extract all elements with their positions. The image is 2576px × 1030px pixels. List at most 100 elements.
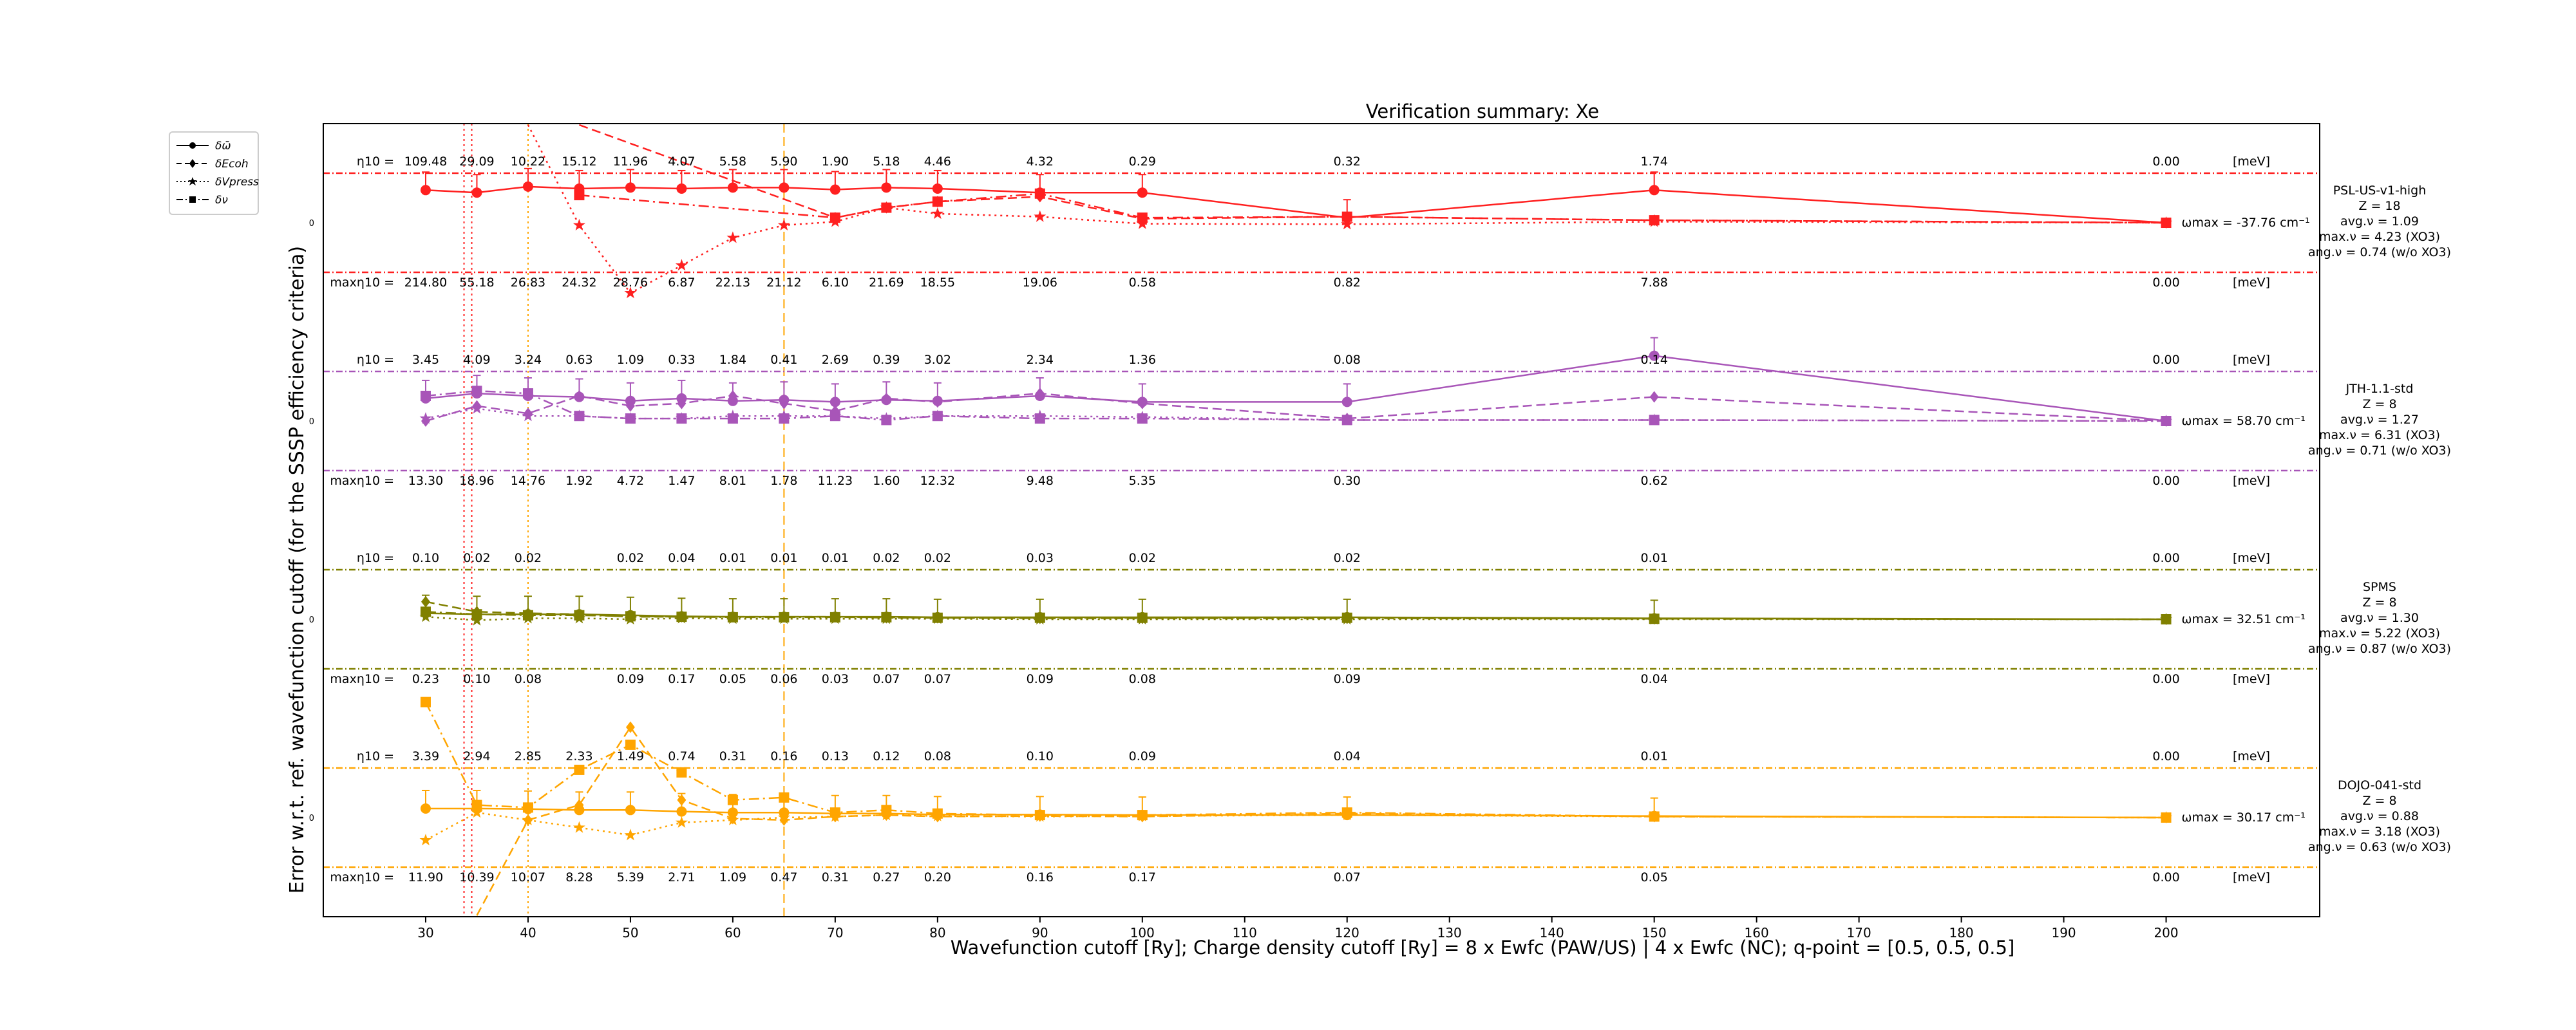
data-point — [829, 612, 840, 623]
unit-label: [meV] — [2233, 870, 2270, 885]
legend-label-ecoh: δEcoh — [215, 158, 249, 171]
max-eta-label: 21.69 — [869, 276, 904, 290]
eta-label: 3.24 — [515, 353, 542, 367]
data-point — [677, 794, 687, 806]
row-summary-ang: ang.ν = 0.87 (w/o XO3) — [2307, 642, 2452, 656]
row-jth-1.1-std: 0 η10 = 3.45 4.09 3.24 0.63 1.09 0.33 1.84 0.41 2.… — [309, 337, 2320, 488]
max-eta-label: 4.72 — [617, 474, 644, 488]
eta-label: 0.02 — [924, 551, 951, 565]
unit-label: [meV] — [2233, 276, 2270, 290]
data-point — [1341, 211, 1352, 222]
data-point — [625, 805, 636, 816]
data-point — [420, 697, 431, 707]
max-eta-label: 0.07 — [873, 672, 900, 686]
series-3 — [574, 188, 2172, 228]
data-point — [1137, 212, 1148, 223]
data-point — [779, 182, 790, 193]
series-line — [424, 702, 2166, 819]
data-point — [1341, 807, 1352, 818]
max-eta-label: 0.16 — [1027, 870, 1054, 885]
data-point — [419, 834, 432, 846]
data-point — [1649, 415, 1660, 426]
max-eta-label: 0.82 — [1334, 276, 1361, 290]
series-line — [425, 389, 2166, 422]
unit-label: [meV] — [2233, 154, 2270, 169]
legend-item-vpress: δVpress — [175, 174, 259, 189]
data-point — [1137, 413, 1148, 424]
data-point — [471, 609, 482, 620]
max-eta-label: 10.07 — [511, 870, 545, 885]
data-point — [574, 190, 585, 201]
series-line — [425, 615, 2166, 621]
eta-label: 2.34 — [1027, 353, 1054, 367]
series-1 — [579, 124, 2171, 229]
eta-label: 0.14 — [1641, 353, 1668, 367]
max-eta-label: 55.18 — [459, 276, 494, 290]
series-0 — [420, 789, 2172, 823]
max-eta-label: 21.12 — [766, 276, 801, 290]
eta-label: 2.85 — [515, 749, 542, 763]
row-summary-max: max.ν = 6.31 (XO3) — [2318, 428, 2441, 442]
data-point — [574, 610, 585, 621]
eta-label: 0.12 — [873, 749, 900, 763]
data-point — [829, 397, 840, 407]
max-eta-label: 0.10 — [463, 672, 490, 686]
row-dojo-041-std: 0 η10 = 3.39 2.94 2.85 2.33 1.49 0.74 0.31 0.16 0.… — [309, 697, 2320, 916]
unit-label: [meV] — [2233, 672, 2270, 686]
data-point — [931, 207, 944, 220]
eta-label: 4.09 — [463, 353, 490, 367]
eta-label: 11.96 — [613, 154, 648, 169]
x-tick-label: 160 — [1745, 925, 1769, 941]
data-point — [471, 806, 483, 818]
row-summary-z: Z = 8 — [2362, 595, 2397, 610]
max-eta-label: 0.00 — [2152, 474, 2179, 488]
eta-label: 10.22 — [511, 154, 545, 169]
data-point — [779, 612, 790, 623]
data-point — [727, 413, 738, 424]
max-eta-label: 0.62 — [1641, 474, 1668, 488]
x-tick-label: 200 — [2154, 925, 2178, 941]
data-point — [1649, 215, 1660, 226]
y-axis-label: Error w.r.t. ref. wavefunction cutoff (f… — [286, 246, 308, 894]
eta-label: 1.90 — [822, 154, 849, 169]
max-eta-label: 6.10 — [822, 276, 849, 290]
omega-max-label: ωmax = 32.51 cm⁻¹ — [2182, 612, 2306, 626]
row-summary-ang: ang.ν = 0.74 (w/o XO3) — [2307, 245, 2452, 259]
row-summary-name: SPMS — [2363, 580, 2396, 594]
max-eta-label: 19.06 — [1023, 276, 1057, 290]
legend-item-omega: δω̄ — [175, 138, 255, 153]
y-tick-label: 0 — [309, 615, 314, 625]
eta-label: 3.02 — [924, 353, 951, 367]
series-line — [425, 355, 2166, 422]
max-eta-label: 24.32 — [562, 276, 596, 290]
data-point — [574, 411, 585, 422]
max-eta-label: 0.09 — [617, 672, 644, 686]
max-eta-label: 0.23 — [412, 672, 439, 686]
data-point — [726, 813, 739, 825]
max-eta-label: 0.08 — [1129, 672, 1156, 686]
data-point — [676, 806, 687, 817]
x-tick-label: 120 — [1335, 925, 1359, 941]
max-eta-label: 1.78 — [770, 474, 797, 488]
max-eta-label: 0.00 — [2152, 672, 2179, 686]
eta-label: 0.04 — [1334, 749, 1361, 763]
data-point — [471, 187, 482, 198]
max-eta-label: 1.47 — [668, 474, 695, 488]
data-point — [471, 613, 483, 626]
eta-label: 1.84 — [719, 353, 746, 367]
eta-label: 0.02 — [463, 551, 490, 565]
unit-label: [meV] — [2233, 749, 2270, 763]
x-tick-label: 60 — [724, 925, 741, 941]
row-spms: 0 η10 = 0.10 0.02 0.02 0.02 0.04 0.01 0.01 0.01 0.… — [309, 551, 2320, 686]
data-point — [420, 606, 431, 617]
data-point — [522, 409, 535, 422]
data-point — [574, 390, 584, 402]
data-point — [1341, 415, 1352, 426]
data-point — [625, 400, 635, 412]
eta-label: 0.63 — [565, 353, 592, 367]
eta-label: 0.39 — [873, 353, 900, 367]
data-point — [829, 184, 840, 195]
eta-label: 0.33 — [668, 353, 695, 367]
series-3 — [420, 606, 2172, 624]
eta-label: 1.09 — [617, 353, 644, 367]
